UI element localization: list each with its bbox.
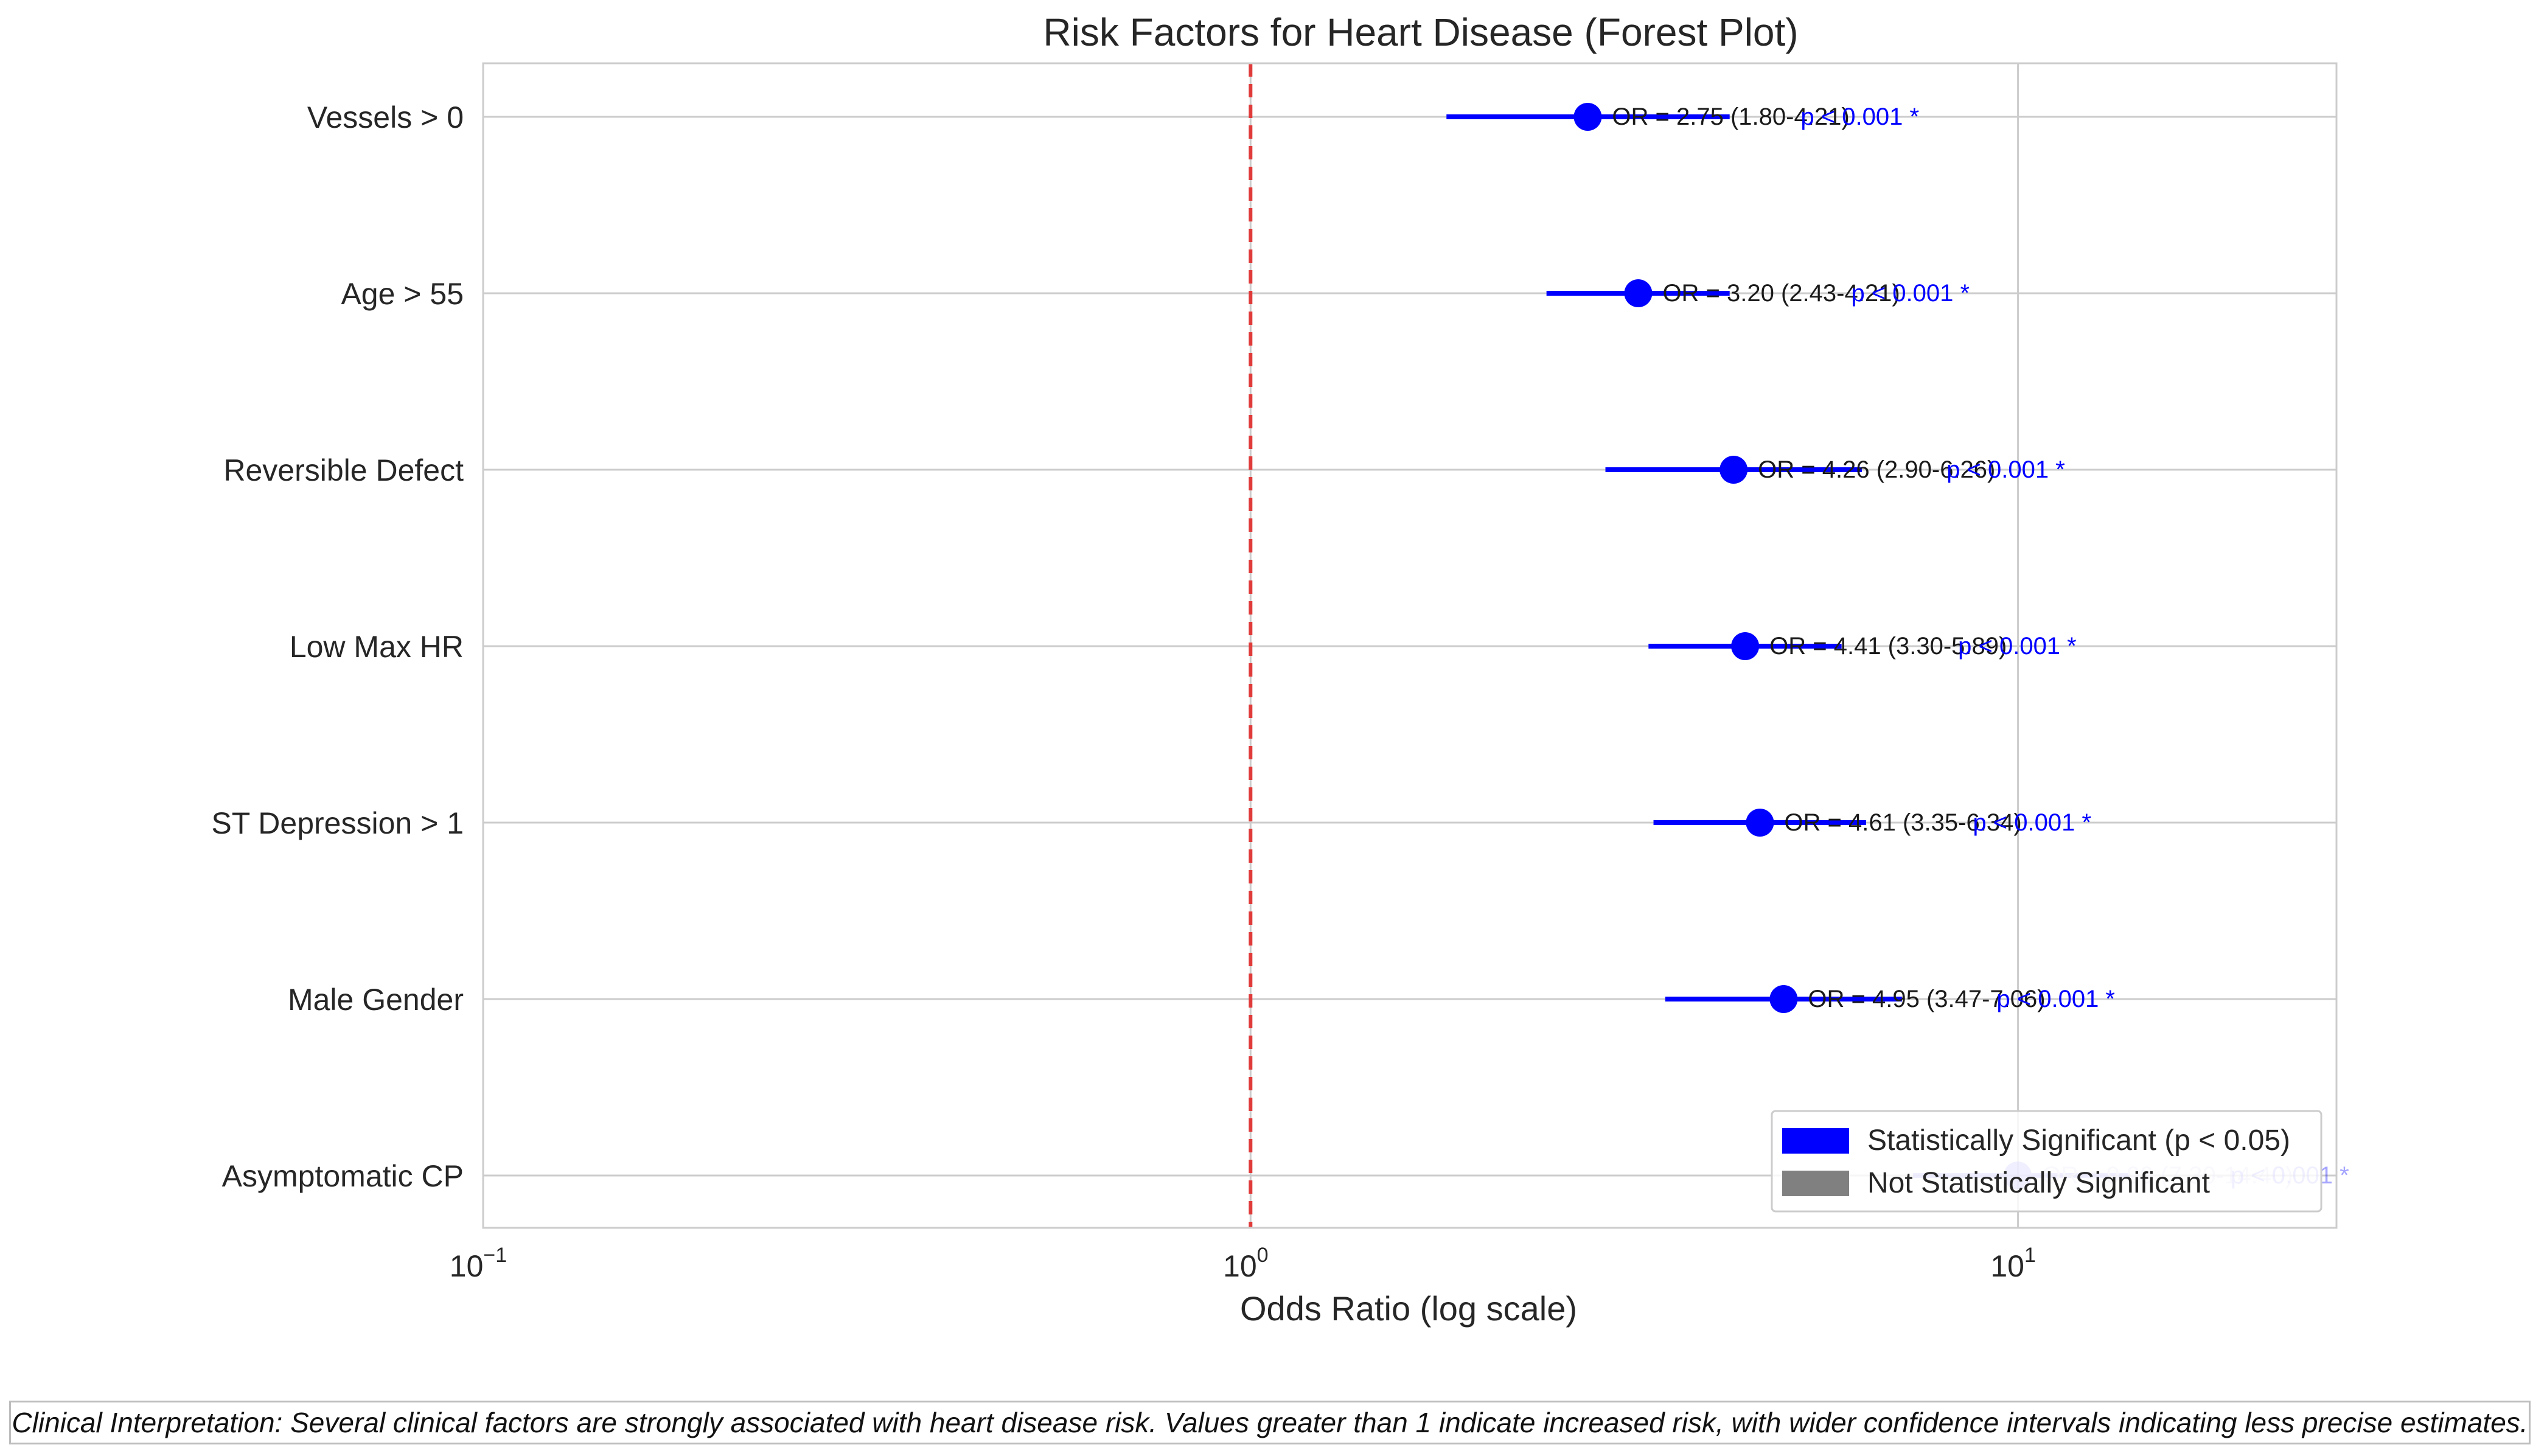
- p-value-annotation: p < 0.001 *: [1946, 456, 2065, 483]
- p-value-annotation: p < 0.001 *: [1851, 280, 1970, 307]
- x-tick-label: 100: [1223, 1244, 1269, 1283]
- forest-row: OR = 2.75 (1.80-4.21)p < 0.001 *: [1446, 103, 1919, 131]
- row-label: Vessels > 0: [307, 100, 464, 134]
- p-value-annotation: p < 0.001 *: [1973, 809, 2091, 836]
- or-point: [1624, 279, 1653, 307]
- or-annotation: OR = 2.75 (1.80-4.21): [1612, 103, 1849, 130]
- or-point: [1719, 456, 1748, 484]
- or-annotation: OR = 4.41 (3.30-5.89): [1769, 633, 2007, 660]
- p-value-annotation: p < 0.001 *: [1958, 633, 2077, 660]
- or-annotation: OR = 4.61 (3.35-6.34): [1784, 809, 2021, 836]
- legend: Statistically Significant (p < 0.05) Not …: [1771, 1110, 2322, 1213]
- x-tick-label: 101: [1990, 1244, 2036, 1283]
- or-annotation: OR = 3.20 (2.43-4.21): [1662, 280, 1900, 307]
- forest-row: OR = 4.61 (3.35-6.34)p < 0.001 *: [1653, 809, 2091, 837]
- legend-label: Not Statistically Significant: [1867, 1167, 2210, 1199]
- legend-box: [1771, 1110, 2322, 1213]
- p-value-annotation: p < 0.001 *: [1800, 103, 1919, 130]
- plot-marks: OR = 2.75 (1.80-4.21)p < 0.001 *OR = 3.2…: [1446, 103, 2349, 1190]
- forest-row: OR = 4.95 (3.47-7.06)p < 0.001 *: [1665, 985, 2115, 1013]
- row-label: Age > 55: [341, 277, 464, 311]
- y-axis-labels: Vessels > 0 Age > 55 Reversible Defect Low …: [211, 100, 464, 1193]
- legend-label: Statistically Significant (p < 0.05): [1867, 1124, 2290, 1157]
- row-label: ST Depression > 1: [211, 806, 464, 840]
- or-point: [1769, 985, 1798, 1013]
- or-annotation: OR = 4.26 (2.90-6.26): [1758, 456, 1995, 483]
- chart-title: Risk Factors for Heart Disease (Forest P…: [1043, 10, 1798, 54]
- row-label: Male Gender: [288, 983, 464, 1017]
- or-point: [1573, 103, 1602, 131]
- x-tick-label: 10−1: [450, 1244, 507, 1283]
- or-annotation: OR = 4.95 (3.47-7.06): [1808, 986, 2045, 1012]
- x-axis-ticks: 10−1 100 101: [450, 1244, 2036, 1283]
- row-label: Low Max HR: [290, 630, 464, 664]
- x-axis-label: Odds Ratio (log scale): [1240, 1289, 1577, 1328]
- legend-swatch: [1782, 1171, 1849, 1196]
- forest-row: OR = 4.26 (2.90-6.26)p < 0.001 *: [1605, 456, 2065, 484]
- forest-row: OR = 4.41 (3.30-5.89)p < 0.001 *: [1648, 632, 2077, 660]
- row-label: Reversible Defect: [223, 453, 464, 487]
- clinical-interpretation-note: Clinical Interpretation: Several clinica…: [9, 1401, 2531, 1444]
- plot-frame: [482, 62, 2338, 1229]
- p-value-annotation: p < 0.001 *: [1996, 986, 2115, 1012]
- or-point: [1731, 632, 1760, 660]
- or-point: [1746, 809, 1774, 837]
- row-label: Asymptomatic CP: [222, 1159, 464, 1193]
- legend-swatch: [1782, 1128, 1849, 1154]
- clinical-interpretation-text: Clinical Interpretation: Several clinica…: [12, 1407, 2528, 1438]
- forest-row: OR = 3.20 (2.43-4.21)p < 0.001 *: [1546, 279, 1970, 307]
